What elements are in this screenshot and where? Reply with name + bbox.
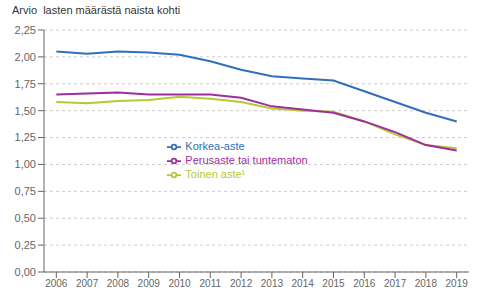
html-text:Toinen aste¹: Toinen aste¹: [185, 168, 246, 180]
svg-text:2013: 2013: [261, 278, 284, 289]
svg-text:2012: 2012: [230, 278, 253, 289]
svg-text:2009: 2009: [138, 278, 161, 289]
svg-text:2019: 2019: [446, 278, 469, 289]
svg-text:1,00: 1,00: [15, 158, 36, 170]
svg-text:0,50: 0,50: [15, 212, 36, 224]
svg-text:2017: 2017: [384, 278, 407, 289]
svg-text:1,50: 1,50: [15, 105, 36, 117]
html-text:Korkea-aste: Korkea-aste: [185, 139, 245, 152]
svg-text:2011: 2011: [200, 278, 222, 289]
svg-text:0,25: 0,25: [15, 239, 36, 251]
svg-text:2018: 2018: [415, 278, 438, 289]
svg-text:1,75: 1,75: [15, 78, 36, 90]
svg-text:2015: 2015: [322, 278, 345, 289]
svg-text:0,75: 0,75: [15, 185, 36, 197]
html-text:Arvio lasten määrästä naista k: Arvio lasten määrästä naista kohti: [12, 4, 181, 16]
svg-text:2014: 2014: [292, 278, 315, 289]
svg-text:2010: 2010: [168, 278, 191, 289]
html-text:Perusaste tai tuntematon: Perusaste tai tuntematon: [185, 154, 308, 166]
svg-text:2008: 2008: [107, 278, 130, 289]
svg-text:2,25: 2,25: [15, 24, 36, 36]
svg-text:2007: 2007: [76, 278, 99, 289]
svg-text:2016: 2016: [353, 278, 376, 289]
svg-text:0,00: 0,00: [15, 266, 36, 278]
svg-text:2,00: 2,00: [15, 51, 36, 63]
svg-text:2006: 2006: [45, 278, 68, 289]
svg-text:1,25: 1,25: [15, 131, 36, 143]
